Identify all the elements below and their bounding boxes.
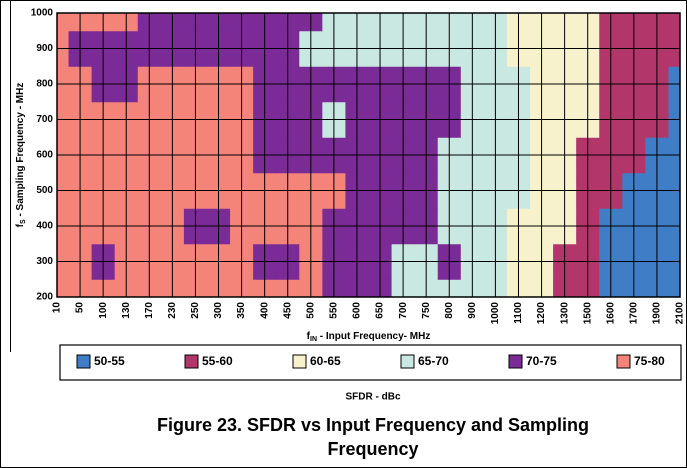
- legend-title: SFDR - dBc: [346, 392, 401, 403]
- y-tick-label: 800: [36, 79, 53, 90]
- x-tick-label: 230: [167, 302, 178, 319]
- legend-swatch: [508, 354, 523, 369]
- legend-swatch: [616, 354, 631, 369]
- legend-box: [59, 344, 682, 381]
- y-axis-label: fS - Sampling Frequency - MHz: [15, 83, 27, 228]
- x-tick-label: 750: [421, 302, 432, 319]
- x-tick-label: 1100: [513, 302, 524, 324]
- legend-swatch: [76, 354, 91, 369]
- legend-label: 75-80: [634, 354, 665, 368]
- x-tick-label: 10: [52, 302, 63, 314]
- legend-swatch: [292, 354, 307, 369]
- x-tick-label: 50: [75, 302, 86, 314]
- x-tick-label: 1500: [582, 302, 593, 325]
- y-tick-label: 700: [36, 114, 53, 125]
- x-axis-label: fIN - Input Frequency- MHz: [307, 331, 431, 343]
- x-tick-label: 550: [329, 302, 340, 319]
- caption-line: Frequency: [327, 439, 418, 459]
- y-tick-label: 1000: [31, 8, 54, 19]
- legend-label: 50-55: [94, 354, 125, 368]
- x-tick-label: 300: [213, 302, 224, 319]
- x-tick-label: 1600: [605, 302, 616, 325]
- y-tick-label: 300: [36, 256, 53, 267]
- x-tick-label: 100: [98, 302, 109, 319]
- x-tick-label: 1200: [536, 302, 547, 325]
- legend-label: 55-60: [202, 354, 233, 368]
- x-tick-label: 400: [259, 302, 270, 319]
- y-tick-label: 900: [36, 43, 53, 54]
- x-tick-label: 500: [305, 302, 316, 319]
- contour-cell: [668, 279, 680, 297]
- plot-area: 10 50 100 130 170 230 250 300 350 400 450 500 550 600…: [15, 8, 686, 343]
- caption-line: Figure 23. SFDR vs Input Frequency and S…: [157, 415, 589, 435]
- y-tick-label: 500: [36, 185, 53, 196]
- cells: [57, 13, 680, 297]
- x-tick-label: 130: [121, 302, 132, 319]
- x-tick-label: 1300: [559, 302, 570, 325]
- x-tick-label: 1000: [490, 302, 501, 325]
- legend-label: 60-65: [310, 354, 341, 368]
- x-tick-label: 2100: [675, 302, 686, 325]
- legend-swatch: [184, 354, 199, 369]
- legend-swatch: [400, 354, 415, 369]
- plot-border: [56, 12, 681, 298]
- contour-cell: [57, 279, 70, 297]
- x-tick-label: 600: [352, 302, 363, 319]
- x-tick-label: 350: [236, 302, 247, 319]
- x-tick-label: 450: [282, 302, 293, 319]
- x-tick-label: 1900: [652, 302, 663, 325]
- contour-cell: [57, 13, 70, 32]
- x-tick-label: 700: [398, 302, 409, 319]
- x-tick-label: 1700: [628, 302, 639, 325]
- x-tick-label: 650: [375, 302, 386, 319]
- x-tick-label: 900: [467, 302, 478, 319]
- legend-label: 70-75: [526, 354, 557, 368]
- x-tick-label: 800: [444, 302, 455, 319]
- legend-label: 65-70: [418, 354, 449, 368]
- contour-cell: [668, 13, 680, 32]
- x-tick-label: 170: [144, 302, 155, 319]
- y-tick-label: 400: [36, 221, 53, 232]
- x-tick-label: 250: [190, 302, 201, 319]
- y-tick-label: 600: [36, 150, 53, 161]
- y-tick-label: 200: [36, 292, 53, 303]
